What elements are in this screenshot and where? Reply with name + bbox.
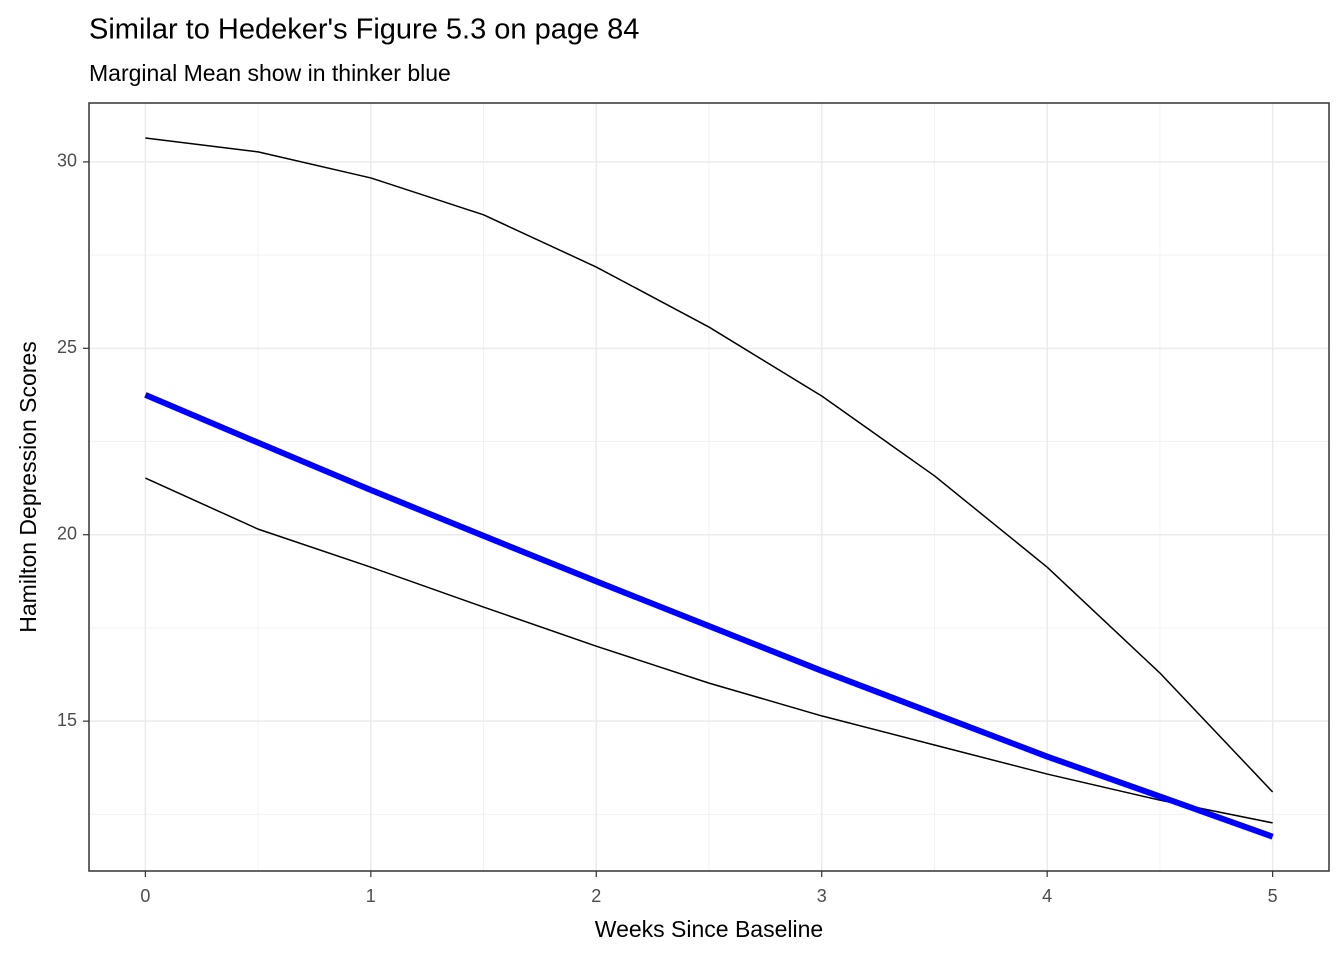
x-tick-label: 3 bbox=[817, 886, 827, 906]
y-tick-label: 20 bbox=[57, 523, 77, 543]
chart-title: Similar to Hedeker's Figure 5.3 on page … bbox=[89, 14, 639, 46]
series-line bbox=[145, 477, 1273, 824]
x-tick-label: 2 bbox=[591, 886, 601, 906]
x-tick-label: 1 bbox=[366, 886, 376, 906]
y-tick-label: 25 bbox=[57, 337, 77, 357]
x-tick-label: 5 bbox=[1268, 886, 1278, 906]
series-line bbox=[145, 137, 1274, 793]
chart-subtitle: Marginal Mean show in thinker blue bbox=[89, 60, 451, 86]
y-tick-label: 30 bbox=[57, 151, 77, 171]
x-tick-label: 4 bbox=[1042, 886, 1052, 906]
plot-border bbox=[88, 102, 1330, 872]
y-tick-label: 15 bbox=[57, 710, 77, 730]
series-line bbox=[144, 392, 1274, 840]
x-tick-label: 0 bbox=[140, 886, 150, 906]
y-axis-label: Hamilton Depression Scores bbox=[15, 341, 41, 632]
x-axis-label: Weeks Since Baseline bbox=[595, 916, 823, 942]
